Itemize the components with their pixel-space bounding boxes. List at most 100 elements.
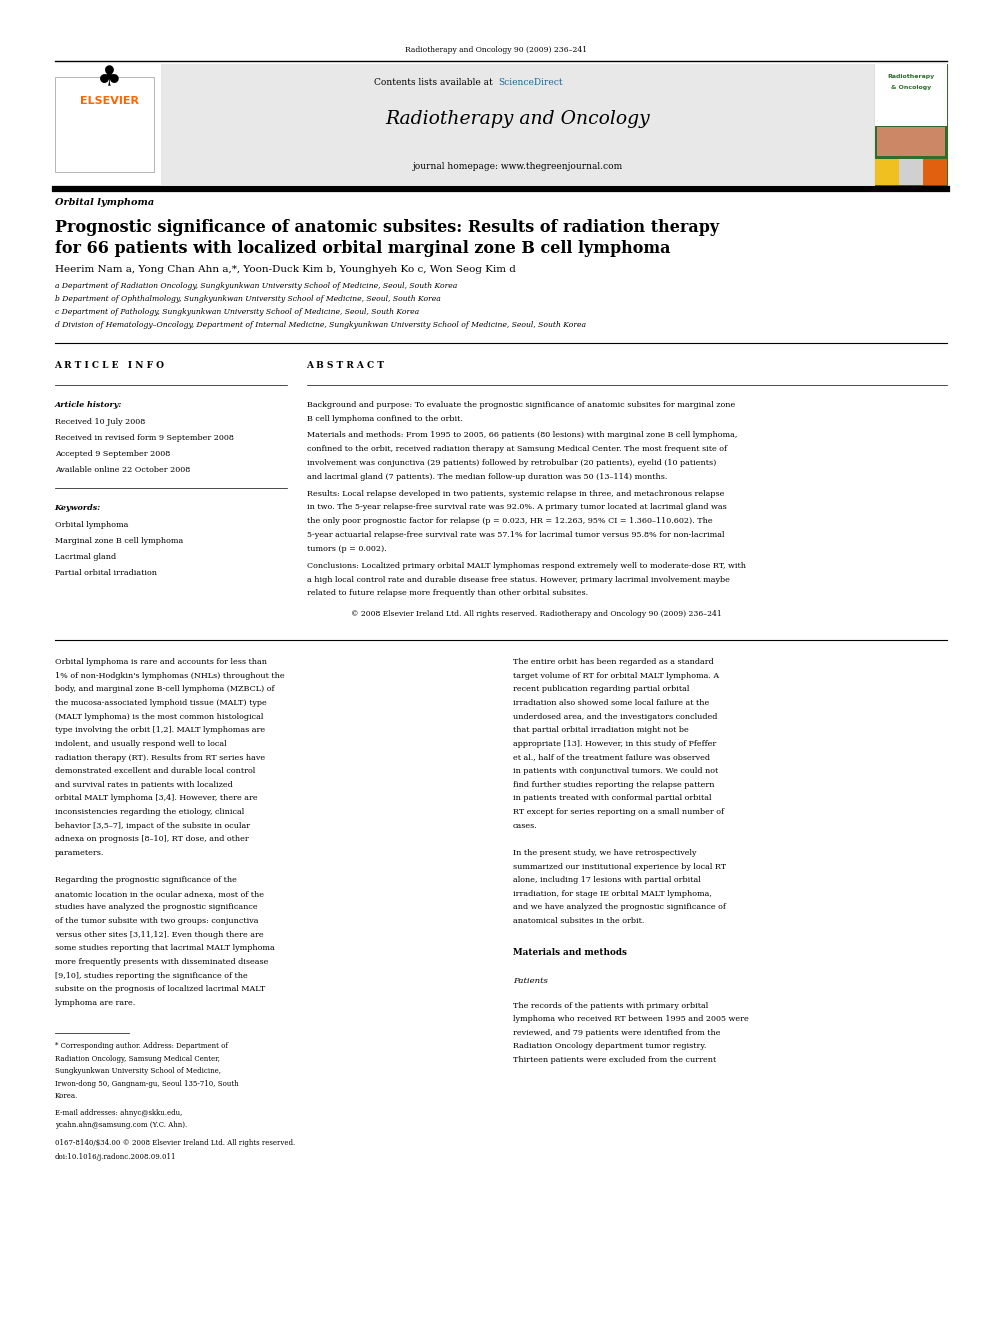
Text: Partial orbital irradiation: Partial orbital irradiation [55,569,157,577]
Text: lymphoma are rare.: lymphoma are rare. [55,999,135,1007]
Text: Prognostic significance of anatomic subsites: Results of radiation therapy: Prognostic significance of anatomic subs… [55,220,718,235]
Text: ELSEVIER: ELSEVIER [79,95,139,106]
Text: find further studies reporting the relapse pattern: find further studies reporting the relap… [513,781,714,789]
Text: anatomic location in the ocular adnexa, most of the: anatomic location in the ocular adnexa, … [55,890,264,898]
Text: The entire orbit has been regarded as a standard: The entire orbit has been regarded as a … [513,659,713,667]
Text: reviewed, and 79 patients were identified from the: reviewed, and 79 patients were identifie… [513,1029,720,1037]
Text: versus other sites [3,11,12]. Even though there are: versus other sites [3,11,12]. Even thoug… [55,931,263,939]
Text: Sungkyunkwan University School of Medicine,: Sungkyunkwan University School of Medici… [55,1068,220,1076]
Text: Orbital lymphoma: Orbital lymphoma [55,521,128,529]
Text: recent publication regarding partial orbital: recent publication regarding partial orb… [513,685,689,693]
Text: demonstrated excellent and durable local control: demonstrated excellent and durable local… [55,767,255,775]
Text: Radiotherapy and Oncology 90 (2009) 236–241: Radiotherapy and Oncology 90 (2009) 236–… [405,46,587,54]
Text: Patients: Patients [513,978,548,986]
Text: that partial orbital irradiation might not be: that partial orbital irradiation might n… [513,726,688,734]
Bar [924,159,947,185]
Text: Conclusions: Localized primary orbital MALT lymphomas respond extremely well to : Conclusions: Localized primary orbital M… [307,562,746,570]
Text: summarized our institutional experience by local RT: summarized our institutional experience … [513,863,726,871]
Text: the only poor prognostic factor for relapse (p = 0.023, HR = 12.263, 95% CI = 1.: the only poor prognostic factor for rela… [307,517,712,525]
Text: [9,10], studies reporting the significance of the: [9,10], studies reporting the significan… [55,971,247,979]
Text: Results: Local relapse developed in two patients, systemic relapse in three, and: Results: Local relapse developed in two … [307,490,724,497]
Text: and survival rates in patients with localized: and survival rates in patients with loca… [55,781,232,789]
Text: 0167-8140/$34.00 © 2008 Elsevier Ireland Ltd. All rights reserved.: 0167-8140/$34.00 © 2008 Elsevier Ireland… [55,1139,295,1147]
Text: Irwon-dong 50, Gangnam-gu, Seoul 135-710, South: Irwon-dong 50, Gangnam-gu, Seoul 135-710… [55,1080,238,1088]
Text: more frequently presents with disseminated disease: more frequently presents with disseminat… [55,958,268,966]
Bar [55,77,154,172]
Text: a Department of Radiation Oncology, Sungkyunkwan University School of Medicine, : a Department of Radiation Oncology, Sung… [55,282,456,290]
Text: b Department of Ophthalmology, Sungkyunkwan University School of Medicine, Seoul: b Department of Ophthalmology, Sungkyunk… [55,295,440,303]
Text: Materials and methods: From 1995 to 2005, 66 patients (80 lesions) with marginal: Materials and methods: From 1995 to 2005… [307,431,737,439]
Text: ScienceDirect: ScienceDirect [498,78,562,86]
Text: a high local control rate and durable disease free status. However, primary lacr: a high local control rate and durable di… [307,576,729,583]
Bar [877,127,945,156]
Text: Received in revised form 9 September 2008: Received in revised form 9 September 200… [55,434,233,442]
Text: type involving the orbit [1,2]. MALT lymphomas are: type involving the orbit [1,2]. MALT lym… [55,726,265,734]
Text: In the present study, we have retrospectively: In the present study, we have retrospect… [513,849,696,857]
Text: confined to the orbit, received radiation therapy at Samsung Medical Center. The: confined to the orbit, received radiatio… [307,445,726,454]
Text: Radiation Oncology department tumor registry.: Radiation Oncology department tumor regi… [513,1043,706,1050]
Text: in patients with conjunctival tumors. We could not: in patients with conjunctival tumors. We… [513,767,718,775]
Text: ♣: ♣ [96,65,122,93]
Text: Thirteen patients were excluded from the current: Thirteen patients were excluded from the… [513,1056,716,1064]
Text: c Department of Pathology, Sungkyunkwan University School of Medicine, Seoul, So: c Department of Pathology, Sungkyunkwan … [55,308,419,316]
Text: orbital MALT lymphoma [3,4]. However, there are: orbital MALT lymphoma [3,4]. However, th… [55,794,257,803]
Text: E-mail addresses: ahnyc@skku.edu,: E-mail addresses: ahnyc@skku.edu, [55,1109,182,1117]
Text: related to future relapse more frequently than other orbital subsites.: related to future relapse more frequentl… [307,590,587,598]
Text: body, and marginal zone B-cell lymphoma (MZBCL) of: body, and marginal zone B-cell lymphoma … [55,685,274,693]
Text: radiation therapy (RT). Results from RT series have: radiation therapy (RT). Results from RT … [55,754,265,762]
Text: Orbital lymphoma is rare and accounts for less than: Orbital lymphoma is rare and accounts fo… [55,659,267,667]
Text: the mucosa-associated lymphoid tissue (MALT) type: the mucosa-associated lymphoid tissue (M… [55,699,266,706]
Bar [899,159,924,185]
Text: d Division of Hematology–Oncology, Department of Internal Medicine, Sungkyunkwan: d Division of Hematology–Oncology, Depar… [55,321,585,329]
Text: Marginal zone B cell lymphoma: Marginal zone B cell lymphoma [55,537,183,545]
Text: Materials and methods: Materials and methods [513,949,627,958]
Text: Radiation Oncology, Samsung Medical Center,: Radiation Oncology, Samsung Medical Cent… [55,1054,219,1062]
Text: target volume of RT for orbital MALT lymphoma. A: target volume of RT for orbital MALT lym… [513,672,719,680]
Text: adnexa on prognosis [8–10], RT dose, and other: adnexa on prognosis [8–10], RT dose, and… [55,835,248,843]
Text: inconsistencies regarding the etiology, clinical: inconsistencies regarding the etiology, … [55,808,244,816]
Bar [875,64,947,126]
Bar [161,64,875,185]
Text: Regarding the prognostic significance of the: Regarding the prognostic significance of… [55,876,236,884]
Text: A R T I C L E   I N F O: A R T I C L E I N F O [55,361,165,370]
Text: (MALT lymphoma) is the most common histological: (MALT lymphoma) is the most common histo… [55,713,263,721]
Bar [875,64,947,185]
Text: and we have analyzed the prognostic significance of: and we have analyzed the prognostic sign… [513,904,726,912]
Text: Article history:: Article history: [55,401,122,409]
Text: © 2008 Elsevier Ireland Ltd. All rights reserved. Radiotherapy and Oncology 90 (: © 2008 Elsevier Ireland Ltd. All rights … [351,610,722,618]
Text: Orbital lymphoma: Orbital lymphoma [55,198,154,206]
Text: some studies reporting that lacrimal MALT lymphoma: some studies reporting that lacrimal MAL… [55,945,275,953]
Text: involvement was conjunctiva (29 patients) followed by retrobulbar (20 patients),: involvement was conjunctiva (29 patients… [307,459,716,467]
Text: behavior [3,5–7], impact of the subsite in ocular: behavior [3,5–7], impact of the subsite … [55,822,250,830]
Text: Radiotherapy and Oncology: Radiotherapy and Oncology [386,110,650,128]
Text: doi:10.1016/j.radonc.2008.09.011: doi:10.1016/j.radonc.2008.09.011 [55,1154,176,1162]
Text: A B S T R A C T: A B S T R A C T [307,361,385,370]
Text: Contents lists available at: Contents lists available at [374,78,496,86]
Text: Keywords:: Keywords: [55,504,101,512]
Text: Radiotherapy: Radiotherapy [888,74,934,79]
Text: The records of the patients with primary orbital: The records of the patients with primary… [513,1002,708,1009]
Text: ycahn.ahn@samsung.com (Y.C. Ahn).: ycahn.ahn@samsung.com (Y.C. Ahn). [55,1122,186,1130]
Text: alone, including 17 lesions with partial orbital: alone, including 17 lesions with partial… [513,876,700,884]
Text: irradiation also showed some local failure at the: irradiation also showed some local failu… [513,699,709,706]
Text: appropriate [13]. However, in this study of Pfeffer: appropriate [13]. However, in this study… [513,740,716,747]
Text: in two. The 5-year relapse-free survival rate was 92.0%. A primary tumor located: in two. The 5-year relapse-free survival… [307,504,726,512]
Text: & Oncology: & Oncology [891,85,931,90]
Text: journal homepage: www.thegreenjournal.com: journal homepage: www.thegreenjournal.co… [413,163,623,171]
Text: 1% of non-Hodgkin's lymphomas (NHLs) throughout the: 1% of non-Hodgkin's lymphomas (NHLs) thr… [55,672,284,680]
Text: 5-year actuarial relapse-free survival rate was 57.1% for lacrimal tumor versus : 5-year actuarial relapse-free survival r… [307,532,724,540]
Text: subsite on the prognosis of localized lacrimal MALT: subsite on the prognosis of localized la… [55,986,265,994]
Text: Lacrimal gland: Lacrimal gland [55,553,116,561]
Text: * Corresponding author. Address: Department of: * Corresponding author. Address: Departm… [55,1043,227,1050]
Text: and lacrimal gland (7 patients). The median follow-up duration was 50 (13–114) m: and lacrimal gland (7 patients). The med… [307,474,667,482]
Text: Heerim Nam a, Yong Chan Ahn a,*, Yoon-Duck Kim b, Younghyeh Ko c, Won Seog Kim d: Heerim Nam a, Yong Chan Ahn a,*, Yoon-Du… [55,266,516,274]
Text: anatomical subsites in the orbit.: anatomical subsites in the orbit. [513,917,644,925]
Text: cases.: cases. [513,822,538,830]
Text: Available online 22 October 2008: Available online 22 October 2008 [55,466,189,474]
Text: lymphoma who received RT between 1995 and 2005 were: lymphoma who received RT between 1995 an… [513,1015,749,1023]
Text: studies have analyzed the prognostic significance: studies have analyzed the prognostic sig… [55,904,257,912]
Text: Background and purpose: To evaluate the prognostic significance of anatomic subs: Background and purpose: To evaluate the … [307,401,735,409]
Text: indolent, and usually respond well to local: indolent, and usually respond well to lo… [55,740,226,747]
Text: RT except for series reporting on a small number of: RT except for series reporting on a smal… [513,808,724,816]
Bar [875,159,899,185]
